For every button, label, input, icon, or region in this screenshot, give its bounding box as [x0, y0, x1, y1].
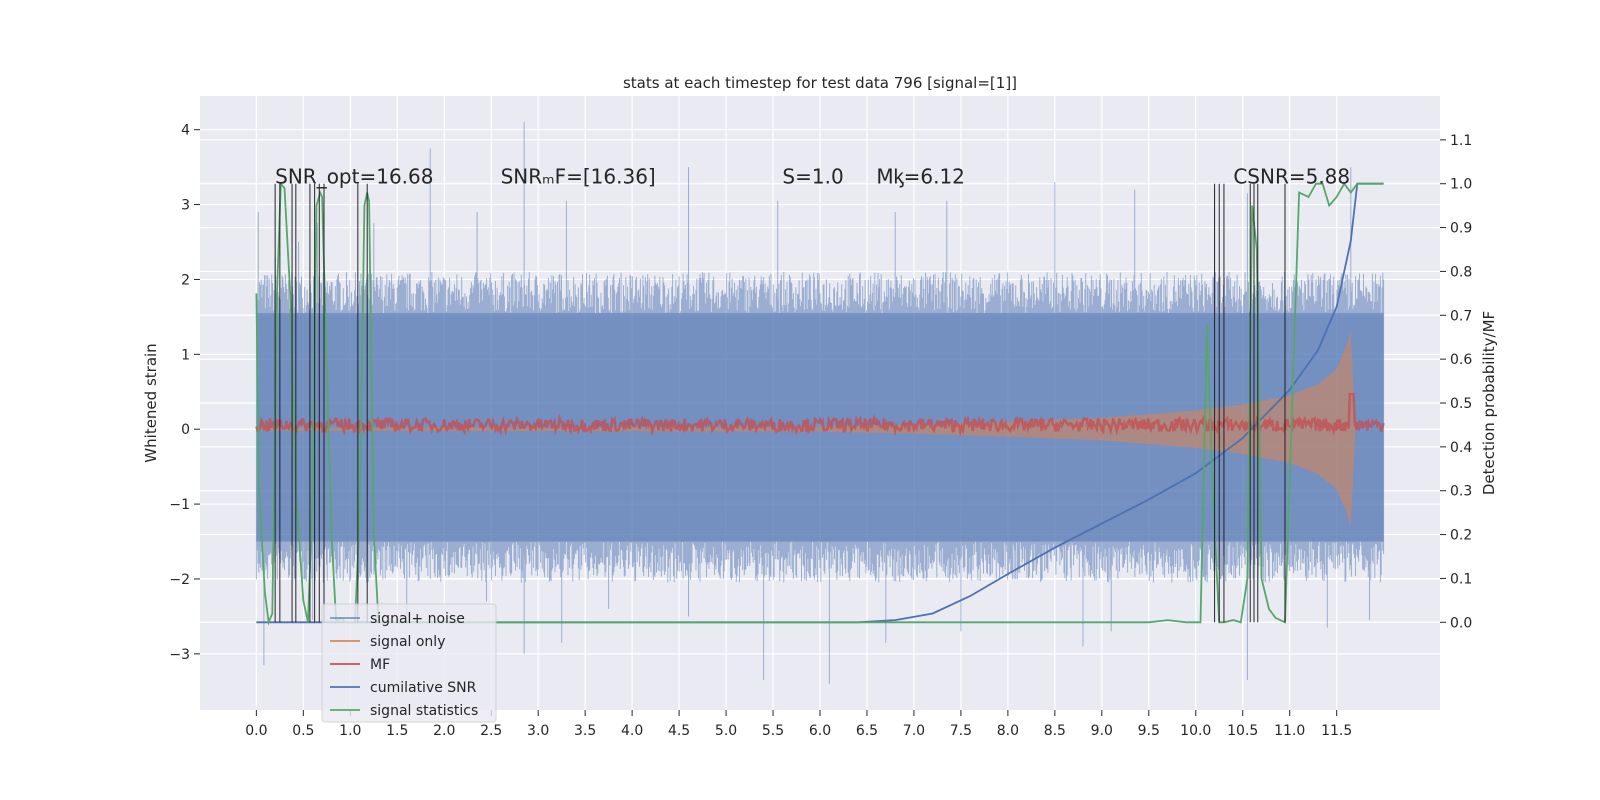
x-tick-label: 10.5 — [1227, 723, 1258, 739]
x-tick-label: 2.0 — [433, 723, 455, 739]
chart-title: stats at each timestep for test data 796… — [623, 74, 1017, 92]
y-right-tick-label: 0.0 — [1450, 615, 1472, 631]
x-tick-label: 3.0 — [527, 723, 549, 739]
x-tick-label: 4.5 — [668, 723, 690, 739]
annotation-text: Mᶄ=6.12 — [876, 165, 965, 189]
y-right-tick-label: 0.5 — [1450, 396, 1472, 412]
x-tick-label: 7.0 — [903, 723, 925, 739]
y-left-tick-label: 2 — [181, 272, 190, 288]
x-tick-label: 9.0 — [1091, 723, 1113, 739]
x-tick-label: 4.0 — [621, 723, 643, 739]
x-tick-label: 6.0 — [809, 723, 831, 739]
legend-label: MF — [370, 657, 390, 673]
y-right-tick-label: 0.8 — [1450, 264, 1472, 280]
y-left-tick-label: 1 — [181, 347, 190, 363]
y-axis-left-label: Whitened strain — [142, 343, 160, 462]
y-left-tick-label: −2 — [169, 572, 190, 588]
legend-label: signal only — [370, 634, 445, 650]
y-axis-right-ticks: 0.0 0.1 0.2 0.3 0.4 0.5 0.6 0.7 0.8 0.9 1.0 1.1 — [1440, 133, 1472, 631]
x-tick-label: 11.0 — [1274, 723, 1305, 739]
x-tick-label: 11.5 — [1321, 723, 1352, 739]
x-tick-label: 8.5 — [1044, 723, 1066, 739]
legend-label: signal statistics — [370, 703, 478, 719]
y-left-tick-label: −1 — [169, 497, 190, 513]
x-tick-label: 3.5 — [574, 723, 596, 739]
x-tick-label: 8.0 — [997, 723, 1019, 739]
y-axis-left-ticks: −3 −2 −1 0 1 2 3 4 — [169, 123, 200, 663]
y-right-tick-label: 0.1 — [1450, 571, 1472, 587]
annotation-text: S=1.0 — [782, 165, 843, 189]
annotation-text: SNRₘF=[16.36] — [501, 165, 656, 189]
x-tick-label: 0.0 — [245, 723, 267, 739]
y-left-tick-label: 4 — [181, 123, 190, 139]
x-tick-label: 0.5 — [292, 723, 314, 739]
legend-label: cumilative SNR — [370, 680, 477, 696]
y-left-tick-label: −3 — [169, 647, 190, 663]
series-layer — [255, 122, 1385, 684]
y-left-tick-label: 3 — [181, 198, 190, 214]
x-tick-label: 10.0 — [1180, 723, 1211, 739]
x-tick-label: 7.5 — [950, 723, 972, 739]
y-right-tick-label: 1.1 — [1450, 133, 1472, 149]
y-right-tick-label: 0.6 — [1450, 352, 1472, 368]
annotations: SNR_opt=16.68 SNRₘF=[16.36] S=1.0 Mᶄ=6.12 CS… — [275, 165, 1350, 189]
y-right-tick-label: 0.2 — [1450, 528, 1472, 544]
annotation-text: SNR_opt=16.68 — [275, 165, 433, 189]
y-right-tick-label: 0.7 — [1450, 308, 1472, 324]
series-cumulative-snr — [256, 182, 1384, 624]
y-left-tick-label: 0 — [181, 422, 190, 438]
y-right-tick-label: 0.9 — [1450, 221, 1472, 237]
legend: signal+ noise signal only MF cumilative SNR… — [321, 603, 497, 723]
x-tick-label: 6.5 — [856, 723, 878, 739]
annotation-text: CSNR=5.88 — [1233, 165, 1350, 189]
legend-label: signal+ noise — [370, 611, 465, 627]
y-right-tick-label: 0.4 — [1450, 440, 1472, 456]
x-axis-ticks: 0.0 0.5 1.0 1.5 2.0 2.5 3.0 3.5 4.0 4.5 5.0 5.5 6.0 6… — [245, 710, 1352, 739]
y-right-tick-label: 0.3 — [1450, 484, 1472, 500]
series-mf — [255, 392, 1385, 437]
x-tick-label: 1.5 — [386, 723, 408, 739]
y-axis-right-label: Detection probability/MF — [1480, 311, 1498, 495]
series-signal-only — [256, 331, 1384, 527]
vertical-marker-lines — [274, 183, 1286, 623]
x-tick-label: 1.0 — [339, 723, 361, 739]
x-tick-label: 2.5 — [480, 723, 502, 739]
x-tick-label: 9.5 — [1138, 723, 1160, 739]
legend-box — [321, 603, 497, 723]
x-tick-label: 5.5 — [762, 723, 784, 739]
y-right-tick-label: 1.0 — [1450, 177, 1472, 193]
x-tick-label: 5.0 — [715, 723, 737, 739]
